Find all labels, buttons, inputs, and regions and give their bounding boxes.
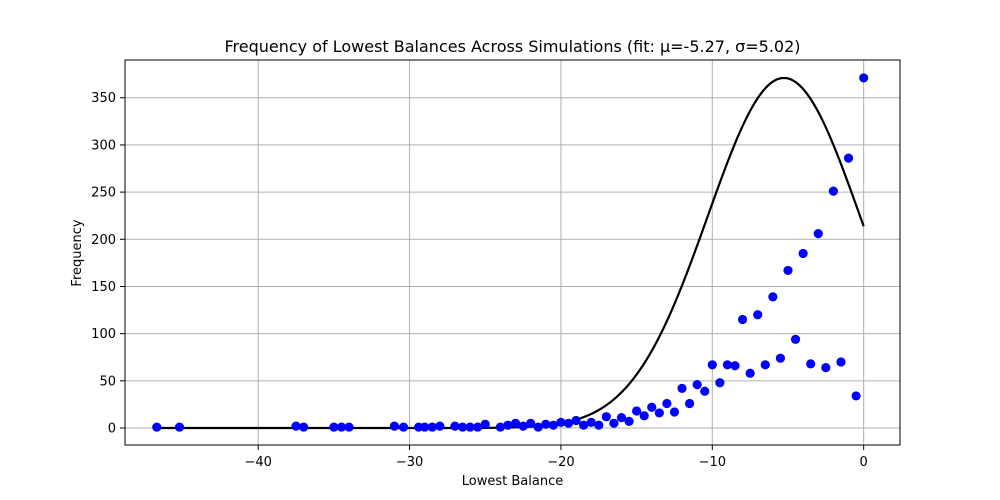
scatter-point	[745, 368, 755, 378]
y-tick-label: 0	[108, 422, 116, 437]
scatter-point	[563, 418, 574, 428]
scatter-point	[174, 422, 185, 432]
x-axis-label: Lowest Balance	[462, 474, 563, 489]
scatter-point	[435, 421, 445, 431]
scatter-point	[813, 229, 823, 239]
y-tick-label: 150	[91, 280, 116, 295]
scatter-point	[510, 418, 521, 428]
scatter-point	[677, 383, 687, 393]
scatter-point	[609, 418, 619, 428]
scatter-point	[843, 153, 854, 163]
scatter-point	[526, 418, 536, 428]
x-tick-label: −20	[547, 455, 574, 470]
scatter-point	[291, 421, 301, 431]
y-tick-label: 300	[91, 138, 116, 153]
scatter-point	[639, 411, 649, 421]
scatter-point	[427, 422, 437, 432]
scatter-point	[806, 359, 816, 369]
scatter-point	[700, 386, 710, 396]
scatter-point	[798, 248, 808, 259]
x-tick-label: −10	[699, 455, 726, 470]
scatter-point	[737, 314, 748, 325]
scatter-point	[715, 378, 725, 388]
scatter-point	[389, 421, 400, 431]
axis-ticks: −40 −30 −20 −10 0 0 50 100 150 200 250 300 350	[91, 91, 868, 470]
scatter-point	[707, 360, 717, 370]
scatter-point	[859, 73, 869, 83]
scatter-point	[420, 422, 430, 432]
y-tick-label: 50	[99, 374, 116, 389]
scatter-point	[299, 422, 309, 432]
scatter-point	[836, 357, 846, 367]
scatter-point	[152, 422, 162, 432]
scatter-point	[579, 420, 589, 430]
scatter-point	[775, 353, 786, 363]
scatter-point	[632, 406, 642, 416]
scatter-point	[594, 420, 604, 430]
scatter-point	[851, 391, 861, 401]
scatter-point	[541, 419, 551, 429]
scatter-point	[503, 420, 513, 430]
scatter-point	[790, 334, 801, 344]
scatter-point	[480, 419, 490, 429]
y-tick-label: 250	[91, 186, 116, 201]
scatter-point	[601, 412, 611, 422]
scatter-points	[152, 73, 869, 432]
scatter-point	[571, 415, 581, 426]
scatter-point	[344, 422, 354, 432]
scatter-point	[329, 422, 339, 432]
y-tick-label: 350	[91, 91, 116, 106]
scatter-point	[662, 398, 672, 409]
x-tick-label: −30	[396, 455, 423, 470]
scatter-point	[722, 360, 733, 370]
scatter-point	[457, 422, 468, 432]
scatter-point	[586, 417, 596, 427]
x-tick-label: 0	[860, 455, 868, 470]
scatter-point	[624, 416, 634, 427]
scatter-point	[473, 422, 483, 432]
plot-area-frame	[124, 59, 901, 446]
scatter-point	[828, 186, 839, 196]
scatter-point	[753, 310, 763, 320]
scatter-point	[768, 292, 778, 302]
scatter-point	[495, 422, 505, 432]
scatter-point	[669, 407, 680, 417]
scatter-point	[518, 421, 528, 431]
scatter-point	[760, 360, 770, 370]
scatter-point	[616, 413, 627, 423]
y-axis-label: Frequency	[70, 219, 85, 286]
scatter-point	[647, 402, 657, 412]
scatter-point	[730, 361, 740, 371]
scatter-point	[548, 420, 558, 430]
scatter-point	[336, 422, 347, 432]
x-tick-label: −40	[244, 455, 271, 470]
scatter-point	[465, 422, 475, 432]
scatter-point	[821, 363, 831, 373]
scatter-point	[685, 398, 695, 409]
scatter-point	[783, 265, 793, 276]
grid-lines	[125, 60, 900, 445]
scatter-point	[692, 380, 702, 390]
scatter-point	[398, 422, 409, 432]
y-tick-label: 100	[91, 327, 116, 342]
scatter-point	[654, 408, 664, 418]
scatter-point	[533, 422, 543, 432]
chart-title: Frequency of Lowest Balances Across Simu…	[224, 37, 800, 56]
scatter-point	[450, 421, 460, 431]
y-tick-label: 200	[91, 233, 116, 248]
scatter-point	[556, 417, 566, 427]
